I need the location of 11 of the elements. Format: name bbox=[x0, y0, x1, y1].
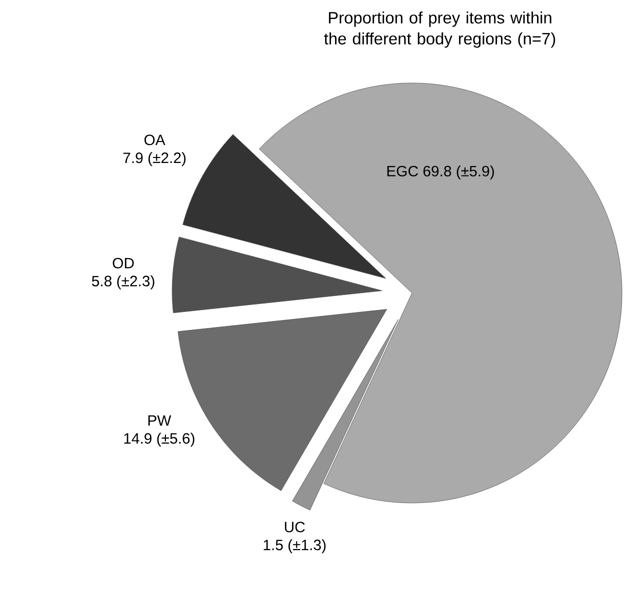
data-label: 14.9 (±5.6) bbox=[124, 432, 194, 447]
data-label: 5.8 (±2.3) bbox=[92, 275, 154, 290]
data-label: 7.9 (±2.2) bbox=[123, 152, 186, 166]
slice-label: UC bbox=[284, 522, 305, 532]
slice-label: PW bbox=[148, 415, 172, 426]
slice-label: OD bbox=[112, 258, 134, 268]
data-label: 1.5 (±1.3) bbox=[264, 539, 326, 554]
slice-label: EGC bbox=[387, 166, 418, 176]
slice-label: OA bbox=[144, 134, 166, 146]
chart-title: Proportion of prey items within the different body regions (n=7) bbox=[324, 12, 556, 48]
data-label: 69.8 (±5.9) bbox=[423, 165, 494, 180]
